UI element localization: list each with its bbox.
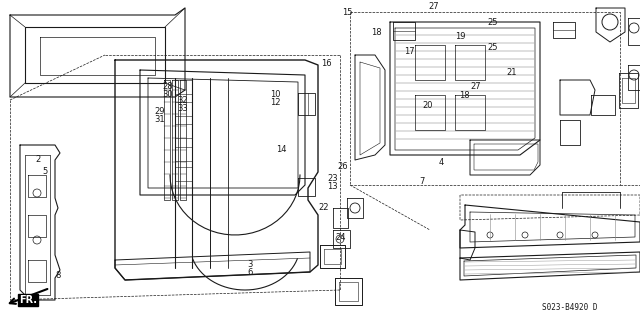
Text: 13: 13 — [328, 182, 338, 191]
Text: 27: 27 — [428, 2, 438, 11]
Text: 24: 24 — [335, 233, 346, 242]
Text: 15: 15 — [342, 8, 353, 17]
Text: 33: 33 — [177, 104, 188, 113]
Text: S023-B4920 D: S023-B4920 D — [542, 303, 598, 313]
Text: 29: 29 — [155, 107, 165, 116]
Text: 7: 7 — [420, 177, 425, 186]
Text: 28: 28 — [163, 82, 173, 91]
Text: 23: 23 — [328, 174, 338, 182]
Text: 18: 18 — [371, 28, 381, 37]
Text: 25: 25 — [488, 19, 498, 27]
Text: 10: 10 — [270, 90, 280, 99]
Text: 12: 12 — [270, 98, 280, 107]
Text: 8: 8 — [55, 271, 60, 280]
Text: 19: 19 — [456, 32, 466, 41]
Text: 22: 22 — [318, 203, 328, 212]
Text: 31: 31 — [155, 115, 165, 124]
Text: 21: 21 — [507, 68, 517, 77]
Text: 27: 27 — [471, 82, 481, 91]
Text: 26: 26 — [338, 162, 348, 171]
Text: 5: 5 — [42, 167, 47, 176]
Text: 3: 3 — [247, 260, 252, 269]
Text: 20: 20 — [422, 101, 433, 110]
Text: FR.: FR. — [19, 295, 37, 305]
Text: 14: 14 — [276, 145, 287, 154]
Text: 17: 17 — [404, 47, 415, 56]
Text: 16: 16 — [321, 59, 332, 68]
Text: 18: 18 — [460, 91, 470, 100]
Text: 30: 30 — [163, 90, 173, 99]
Text: 32: 32 — [177, 96, 188, 105]
Text: 6: 6 — [247, 268, 252, 277]
Text: 2: 2 — [36, 155, 41, 164]
Text: 4: 4 — [439, 158, 444, 167]
Text: 25: 25 — [488, 43, 498, 52]
